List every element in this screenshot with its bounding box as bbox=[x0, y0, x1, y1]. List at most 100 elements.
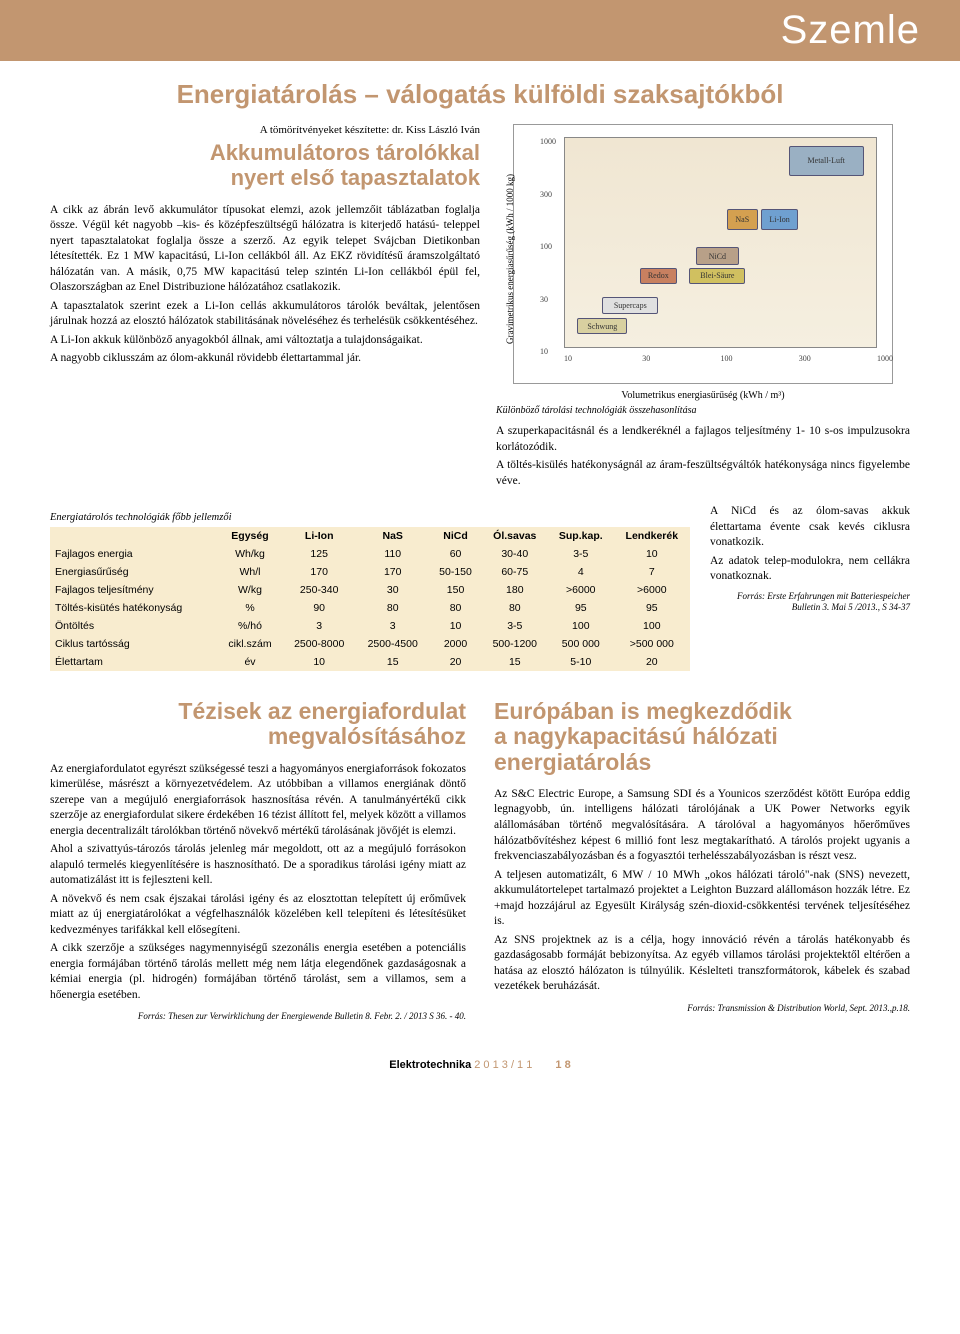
table-header: Sup.kap. bbox=[548, 527, 614, 545]
page-number: 1 8 bbox=[555, 1059, 570, 1071]
table-cell: 50-150 bbox=[429, 563, 481, 581]
chart-tech-metall-luft: Metall-Luft bbox=[789, 146, 864, 175]
table-cell: 125 bbox=[282, 545, 356, 563]
para: A nagyobb ciklusszám az ólom-akkunál röv… bbox=[50, 351, 480, 367]
para: A cikk szerzője a szükséges nagymennyisé… bbox=[50, 941, 466, 1003]
para: Az SNS projektnek az is a célja, hogy in… bbox=[494, 933, 910, 995]
table-cell: Ciklus tartósság bbox=[50, 635, 218, 653]
table-cell: 10 bbox=[429, 617, 481, 635]
table-cell: 110 bbox=[356, 545, 430, 563]
data-table: EgységLi-IonNaSNiCdÓl.savasSup.kap.Lendk… bbox=[50, 527, 690, 671]
lower-left-source: Forrás: Thesen zur Verwirklichung der En… bbox=[50, 1011, 466, 1021]
table-cell: Fajlagos teljesítmény bbox=[50, 581, 218, 599]
y-tick: 100 bbox=[540, 242, 552, 251]
table-cell: 90 bbox=[282, 599, 356, 617]
table-caption: Energiatárolós technológiák főbb jellemz… bbox=[50, 512, 690, 523]
chart-plot-area: Metall-LuftNaSLi-IonNiCdRedoxBlei-SäureS… bbox=[564, 137, 877, 348]
table-row: Öntöltés%/hó33103-5100100 bbox=[50, 617, 690, 635]
x-tick: 10 bbox=[564, 354, 572, 363]
table-cell: 80 bbox=[356, 599, 430, 617]
table-cell: 4 bbox=[548, 563, 614, 581]
table-row: Ciklus tartósságcikl.szám2500-80002500-4… bbox=[50, 635, 690, 653]
para: A töltés-kisülés hatékonyságnál az áram-… bbox=[496, 458, 910, 489]
table-cell: 500-1200 bbox=[482, 635, 548, 653]
t3: energiatárolás bbox=[494, 749, 651, 775]
left-column: A tömörítvényeket készítette: dr. Kiss L… bbox=[50, 124, 480, 492]
para: A növekvő és nem csak éjszakai tárolási … bbox=[50, 892, 466, 939]
table-cell: év bbox=[218, 653, 283, 671]
mag-name: Elektrotechnika bbox=[389, 1059, 471, 1071]
table-cell: Wh/kg bbox=[218, 545, 283, 563]
source-1: Forrás: Erste Erfahrungen mit Batteriesp… bbox=[710, 591, 910, 614]
y-axis-label: Gravimetrikus energiasűrűség (kWh / 1000… bbox=[505, 174, 515, 344]
x-tick: 1000 bbox=[877, 354, 893, 363]
lower-right-source: Forrás: Transmission & Distribution Worl… bbox=[494, 1003, 910, 1013]
table-cell: 250-340 bbox=[282, 581, 356, 599]
table-cell: Töltés-kisütés hatékonyság bbox=[50, 599, 218, 617]
table-row: Fajlagos teljesítményW/kg250-34030150180… bbox=[50, 581, 690, 599]
chart: Gravimetrikus energiasűrűség (kWh / 1000… bbox=[513, 124, 893, 384]
para: A teljesen automatizált, 6 MW / 10 MWh „… bbox=[494, 868, 910, 930]
x-tick: 30 bbox=[642, 354, 650, 363]
t1: Európában is megkezdődik bbox=[494, 698, 792, 724]
table-cell: 3-5 bbox=[548, 545, 614, 563]
lower-left-body: Az energiafordulatot egyrészt szükségess… bbox=[50, 762, 466, 1004]
chart-caption: Különböző tárolási technológiák összehas… bbox=[496, 405, 910, 416]
content-area: Energiatárolás – válogatás külföldi szak… bbox=[0, 79, 960, 1021]
table-cell: 3 bbox=[282, 617, 356, 635]
x-axis-label: Volumetrikus energiasűrűség (kWh / m³) bbox=[496, 390, 910, 401]
y-tick: 10 bbox=[540, 347, 548, 356]
y-tick: 1000 bbox=[540, 137, 556, 146]
chart-tech-supercaps: Supercaps bbox=[602, 297, 658, 314]
table-cell: 100 bbox=[614, 617, 690, 635]
table-header: Li-Ion bbox=[282, 527, 356, 545]
article1-title: Akkumulátoros tárolókkal nyert első tapa… bbox=[50, 140, 480, 191]
table-header: NaS bbox=[356, 527, 430, 545]
table-cell: 30 bbox=[356, 581, 430, 599]
table-cell: 3 bbox=[356, 617, 430, 635]
table-cell: 30-40 bbox=[482, 545, 548, 563]
table-cell: Élettartam bbox=[50, 653, 218, 671]
para: A tapasztalatok szerint ezek a Li-Ion ce… bbox=[50, 299, 480, 330]
table-cell: 2000 bbox=[429, 635, 481, 653]
table-header bbox=[50, 527, 218, 545]
table-cell: 95 bbox=[614, 599, 690, 617]
table-cell: 2500-8000 bbox=[282, 635, 356, 653]
para: A NiCd és az ólom-savas akkuk élettartam… bbox=[710, 504, 910, 551]
table-cell: 100 bbox=[548, 617, 614, 635]
issue: 2 0 1 3 / 1 1 bbox=[474, 1059, 532, 1071]
para: A cikk az ábrán levő akkumulátor típusok… bbox=[50, 203, 480, 296]
para: Az S&C Electric Europe, a Samsung SDI és… bbox=[494, 787, 910, 865]
table-cell: Wh/l bbox=[218, 563, 283, 581]
section-title: Energiatárolás – válogatás külföldi szak… bbox=[50, 79, 910, 110]
table-cell: >6000 bbox=[614, 581, 690, 599]
table-cell: 10 bbox=[614, 545, 690, 563]
table-cell: 15 bbox=[356, 653, 430, 671]
table-cell: 7 bbox=[614, 563, 690, 581]
page: Szemle Energiatárolás – válogatás külföl… bbox=[0, 0, 960, 1079]
para: A szuperkapacitásnál és a lendkeréknél a… bbox=[496, 424, 910, 455]
table-cell: 60-75 bbox=[482, 563, 548, 581]
lower-right: Európában is megkezdődik a nagykapacitás… bbox=[494, 699, 910, 1021]
table-row: Töltés-kisütés hatékonyság%908080809595 bbox=[50, 599, 690, 617]
title-line-1: Akkumulátoros tárolókkal bbox=[210, 140, 480, 165]
chart-tech-li-ion: Li-Ion bbox=[761, 209, 798, 230]
table-cell: 150 bbox=[429, 581, 481, 599]
table-row: Élettartamév101520155-1020 bbox=[50, 653, 690, 671]
chart-tech-nicd: NiCd bbox=[696, 247, 740, 266]
table-cell: cikl.szám bbox=[218, 635, 283, 653]
table-cell: 5-10 bbox=[548, 653, 614, 671]
footer: Elektrotechnika 2 0 1 3 / 1 1 1 8 bbox=[0, 1051, 960, 1079]
table-cell: Energiasűrűség bbox=[50, 563, 218, 581]
table-cell: Öntöltés bbox=[50, 617, 218, 635]
table-cell: >500 000 bbox=[614, 635, 690, 653]
table-cell: 180 bbox=[482, 581, 548, 599]
table-cell: 80 bbox=[482, 599, 548, 617]
para: Az energiafordulatot egyrészt szükségess… bbox=[50, 762, 466, 840]
t1: Tézisek az energiafordulat bbox=[178, 698, 466, 724]
table-cell: %/hó bbox=[218, 617, 283, 635]
right-body: A szuperkapacitásnál és a lendkeréknél a… bbox=[496, 424, 910, 489]
lower-left: Tézisek az energiafordulat megvalósításá… bbox=[50, 699, 466, 1021]
article1-body: A cikk az ábrán levő akkumulátor típusok… bbox=[50, 203, 480, 367]
table-header: NiCd bbox=[429, 527, 481, 545]
